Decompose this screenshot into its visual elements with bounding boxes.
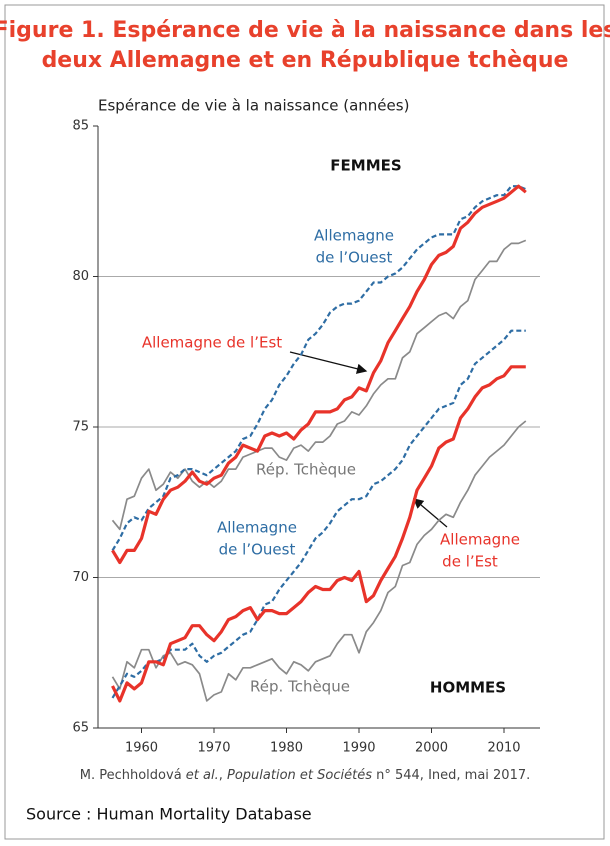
source: Source : Human Mortality Database: [26, 805, 312, 824]
series-line: [111, 185, 527, 551]
caption-part: et al.: [186, 768, 219, 783]
annotation: HOMMES: [430, 679, 506, 697]
series-line: [111, 365, 526, 703]
annotation: Rép. Tchèque: [250, 678, 350, 696]
x-tick-label: 1960: [125, 741, 158, 756]
arrow: [413, 498, 448, 528]
annotation: de l’Ouest: [219, 541, 296, 559]
series-line: [111, 239, 527, 531]
y-tick-label: 80: [72, 269, 89, 284]
y-tick-label: 75: [72, 420, 89, 435]
x-tick-label: 2010: [487, 741, 520, 756]
caption: M. Pechholdová et al., Population et Soc…: [80, 768, 531, 783]
caption-part: M. Pechholdová: [80, 768, 186, 783]
caption-part: ,: [219, 768, 227, 783]
x-tick-label: 1980: [270, 741, 303, 756]
y-tick-label: 65: [72, 721, 89, 736]
x-tick-label: 2000: [415, 741, 448, 756]
annotation: Allemagne: [440, 531, 520, 549]
caption-part: Population et Sociétés: [227, 768, 372, 783]
arrow: [289, 351, 368, 374]
annotation: Allemagne: [314, 227, 394, 245]
series-line: [111, 329, 526, 699]
annotation: Rép. Tchèque: [256, 461, 356, 479]
x-tick-label: 1990: [342, 741, 375, 756]
y-tick-label: 70: [72, 570, 89, 585]
annotation: de l’Ouest: [316, 249, 393, 267]
annotation: de l’Est: [442, 553, 498, 571]
y-tick-label: 85: [72, 119, 89, 134]
chart-title: Figure 1. Espérance de vie à la naissanc…: [0, 18, 610, 43]
series-line: [111, 420, 527, 702]
annotation: FEMMES: [330, 157, 401, 175]
frame: [4, 4, 605, 840]
x-tick-label: 1970: [197, 741, 230, 756]
annotation: Allemagne de l’Est: [142, 334, 282, 352]
series-line: [111, 184, 527, 565]
chart-title: deux Allemagne et en République tchèque: [42, 48, 569, 73]
caption-part: n° 544, Ined, mai 2017.: [372, 768, 530, 783]
annotation: Allemagne: [217, 519, 297, 537]
y-axis-label: Espérance de vie à la naissance (années): [98, 97, 409, 115]
